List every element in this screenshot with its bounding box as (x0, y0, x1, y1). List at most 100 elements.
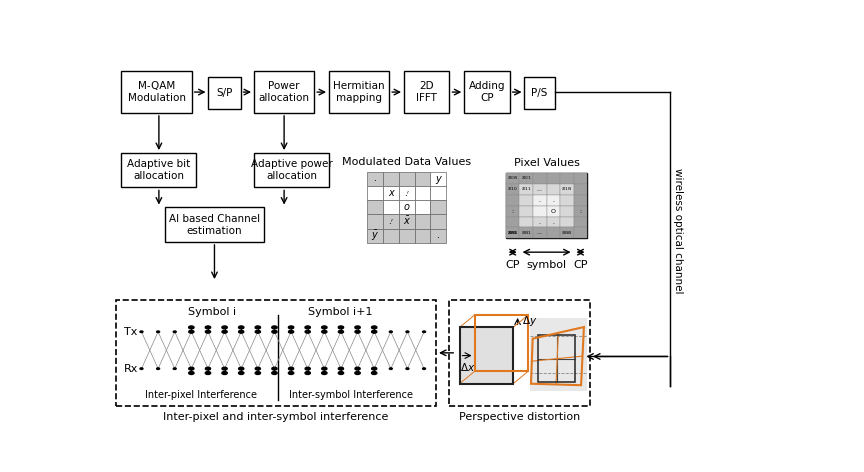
Circle shape (372, 326, 377, 329)
Bar (383, 228, 399, 243)
Bar (367, 186, 383, 200)
Bar (538, 335, 575, 382)
Text: 2D
IFFT: 2D IFFT (416, 81, 437, 103)
Circle shape (222, 326, 227, 329)
Circle shape (238, 371, 244, 374)
Bar (367, 228, 383, 243)
Text: $\Delta x$: $\Delta x$ (460, 361, 475, 373)
Circle shape (188, 326, 194, 329)
Circle shape (355, 371, 360, 374)
Circle shape (206, 330, 211, 333)
Bar (254, 153, 329, 187)
Circle shape (206, 367, 211, 370)
Circle shape (272, 330, 277, 333)
Bar (430, 200, 446, 214)
Circle shape (289, 330, 294, 333)
Circle shape (272, 367, 277, 370)
Bar (560, 228, 574, 238)
Circle shape (305, 330, 310, 333)
Bar (430, 172, 446, 186)
Bar (533, 228, 547, 238)
Circle shape (406, 368, 409, 370)
Bar (399, 186, 415, 200)
Circle shape (339, 371, 344, 374)
Text: ...: ... (537, 230, 543, 236)
Text: $\bar{x}$: $\bar{x}$ (403, 215, 410, 228)
Bar (116, 300, 436, 405)
Text: $s_{1N}$: $s_{1N}$ (562, 185, 573, 193)
Circle shape (272, 326, 277, 329)
Bar (505, 195, 519, 206)
Circle shape (156, 368, 160, 370)
Bar (208, 76, 240, 110)
Bar (399, 172, 415, 186)
Text: wireless optical channel: wireless optical channel (674, 169, 683, 294)
Text: symbol: symbol (526, 260, 567, 270)
Bar (415, 228, 430, 243)
Text: ...: ... (537, 187, 543, 192)
Bar (383, 200, 399, 214)
Bar (367, 214, 383, 228)
Circle shape (422, 368, 426, 370)
Bar (560, 184, 574, 195)
Bar (460, 328, 513, 384)
Text: $s_{NN}$: $s_{NN}$ (562, 229, 573, 237)
Text: Inter-symbol Interference: Inter-symbol Interference (289, 390, 413, 400)
Bar (383, 172, 399, 186)
Text: O: O (551, 209, 556, 214)
Text: $\cdot$: $\cdot$ (552, 198, 555, 202)
Bar (415, 186, 430, 200)
Bar (574, 217, 588, 228)
Bar (505, 206, 519, 217)
Bar (430, 214, 446, 228)
Circle shape (321, 371, 327, 374)
Bar (547, 173, 560, 184)
Bar (415, 172, 430, 186)
Text: $\cdot$: $\cdot$ (538, 198, 542, 202)
Bar (519, 206, 533, 217)
Bar (519, 228, 533, 238)
Bar (415, 214, 430, 228)
Text: $\cdot$: $\cdot$ (538, 219, 542, 225)
Bar (367, 172, 383, 186)
Circle shape (206, 371, 211, 374)
Text: Power
allocation: Power allocation (258, 81, 309, 103)
Text: $s_{N1}$: $s_{N1}$ (521, 229, 531, 237)
Circle shape (339, 326, 344, 329)
Bar (367, 200, 383, 214)
Text: P/S: P/S (531, 88, 548, 98)
Circle shape (222, 367, 227, 370)
Circle shape (222, 371, 227, 374)
Bar (415, 200, 430, 214)
Bar (533, 173, 547, 184)
Bar (574, 173, 588, 184)
Bar (574, 228, 588, 238)
Bar (254, 71, 314, 113)
Circle shape (222, 330, 227, 333)
Circle shape (372, 330, 377, 333)
Circle shape (238, 330, 244, 333)
Circle shape (140, 368, 143, 370)
Text: Inter-pixel Interference: Inter-pixel Interference (145, 390, 257, 400)
Bar (519, 195, 533, 206)
Text: CP: CP (573, 260, 588, 270)
Circle shape (255, 367, 260, 370)
Bar (560, 217, 574, 228)
Circle shape (355, 367, 360, 370)
Text: S/P: S/P (216, 88, 232, 98)
Bar (329, 71, 389, 113)
Circle shape (140, 331, 143, 333)
Circle shape (406, 331, 409, 333)
Bar (121, 153, 196, 187)
Text: $\cdot$: $\cdot$ (373, 175, 377, 184)
Bar (519, 173, 533, 184)
Bar (464, 71, 510, 113)
Bar (560, 206, 574, 217)
Bar (383, 214, 399, 228)
Text: $\cdot'$: $\cdot'$ (403, 189, 410, 198)
Bar (430, 228, 446, 243)
Circle shape (305, 326, 310, 329)
Bar (505, 173, 588, 238)
Circle shape (174, 331, 176, 333)
Circle shape (289, 326, 294, 329)
